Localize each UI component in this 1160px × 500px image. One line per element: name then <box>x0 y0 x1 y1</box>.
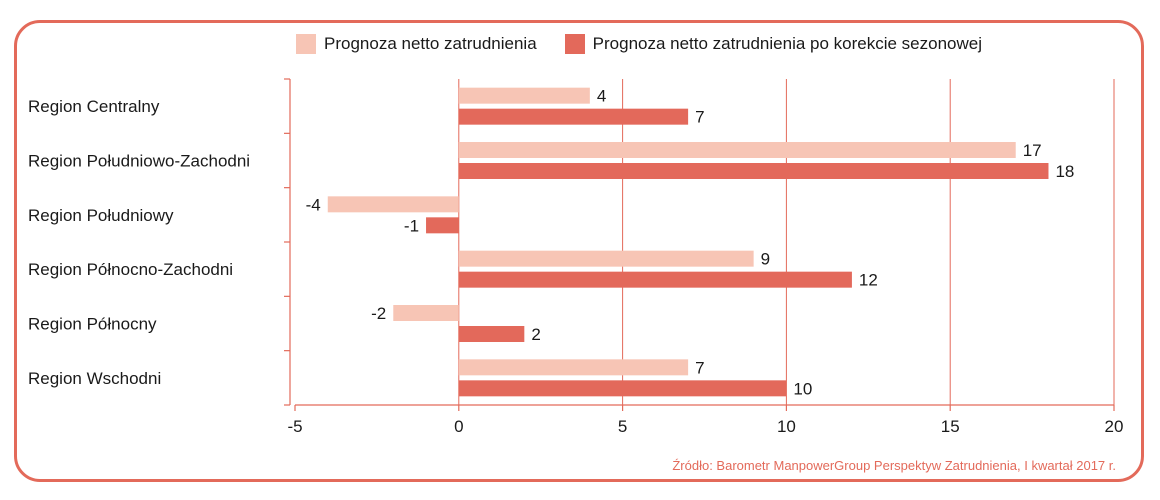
bar-series2-1 <box>458 163 1049 179</box>
x-tick-label: 20 <box>1105 417 1124 436</box>
category-label: Region Północny <box>28 315 157 334</box>
bar-series2-5 <box>458 380 787 397</box>
data-label-series2: 7 <box>695 108 704 127</box>
category-label: Region Południowo-Zachodni <box>28 152 250 171</box>
bar-series2-0 <box>458 108 689 125</box>
chart-frame <box>14 20 1144 482</box>
legend-item-series2: Prognoza netto zatrudnienia po korekcie … <box>564 34 983 54</box>
source-note: Źródło: Barometr ManpowerGroup Perspekty… <box>672 458 1116 473</box>
bar-series2-2 <box>426 217 459 234</box>
legend-label-series1: Prognoza netto zatrudnienia <box>324 34 537 53</box>
bar-series1-2 <box>327 196 459 213</box>
legend-item-series1: Prognoza netto zatrudnienia <box>296 34 537 54</box>
category-label: Region Wschodni <box>28 369 161 388</box>
x-tick-label: 15 <box>941 417 960 436</box>
data-label-series2: 2 <box>531 325 540 344</box>
bar-series1-3 <box>458 250 754 267</box>
x-tick-label: -5 <box>287 417 302 436</box>
bar-series1-0 <box>458 87 590 104</box>
data-label-series1: 4 <box>597 87 606 106</box>
legend-swatch-series2 <box>564 34 585 54</box>
x-tick-label: 5 <box>618 417 627 436</box>
x-tick-label: 0 <box>454 417 463 436</box>
bar-series1-5 <box>458 359 689 376</box>
data-label-series2: 12 <box>859 271 878 290</box>
data-label-series1: 17 <box>1023 141 1042 160</box>
category-label: Region Południowy <box>28 206 174 225</box>
data-label-series2: 18 <box>1055 162 1074 181</box>
data-label-series1: -4 <box>306 195 321 214</box>
data-label-series2: -1 <box>404 216 419 235</box>
data-label-series1: 9 <box>761 250 770 269</box>
legend-swatch-series1 <box>296 34 316 54</box>
bar-series2-4 <box>458 326 525 342</box>
legend-label-series2: Prognoza netto zatrudnienia po korekcie … <box>592 34 983 53</box>
bar-series1-4 <box>393 305 459 321</box>
legend: Prognoza netto zatrudnienia Prognoza net… <box>296 34 1010 54</box>
category-label: Region Centralny <box>28 97 160 116</box>
bar-series2-3 <box>458 271 852 288</box>
bar-series1-1 <box>458 142 1016 158</box>
data-label-series2: 10 <box>793 379 812 398</box>
category-label: Region Północno-Zachodni <box>28 260 233 279</box>
data-label-series1: 7 <box>695 358 704 377</box>
data-label-series1: -2 <box>371 304 386 323</box>
x-tick-label: 10 <box>777 417 796 436</box>
